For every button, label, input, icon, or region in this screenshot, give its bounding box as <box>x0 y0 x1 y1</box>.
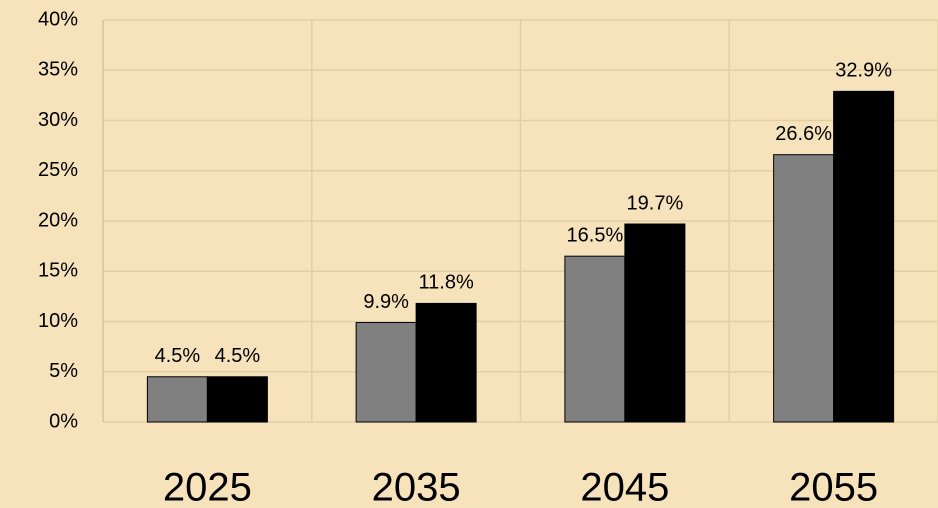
bar <box>624 223 686 423</box>
value-label: 19.7% <box>627 192 684 214</box>
y-tick-label: 15% <box>38 260 78 282</box>
x-tick-label: 2035 <box>372 466 461 508</box>
x-tick-label: 2045 <box>580 466 669 508</box>
bar <box>146 376 208 423</box>
value-label: 26.6% <box>775 123 832 145</box>
bar <box>415 302 477 423</box>
y-tick-label: 40% <box>38 8 78 30</box>
y-tick-label: 25% <box>38 159 78 181</box>
bar <box>833 90 895 423</box>
y-tick-label: 10% <box>38 310 78 332</box>
bar <box>564 255 626 423</box>
bar <box>355 322 417 423</box>
value-label: 11.8% <box>419 272 474 294</box>
y-tick-label: 5% <box>49 360 78 382</box>
value-label: 4.5% <box>215 345 261 367</box>
y-tick-label: 35% <box>38 59 78 81</box>
y-tick-label: 20% <box>38 209 78 231</box>
bar <box>206 376 268 423</box>
value-label: 4.5% <box>155 345 201 367</box>
y-tick-label: 0% <box>49 410 78 432</box>
value-label: 9.9% <box>363 291 409 313</box>
x-tick-label: 2025 <box>163 466 252 508</box>
x-tick-label: 2055 <box>789 466 878 508</box>
value-label: 16.5% <box>567 224 624 246</box>
bar <box>773 154 835 423</box>
y-tick-label: 30% <box>38 109 78 131</box>
value-label: 32.9% <box>835 60 892 82</box>
